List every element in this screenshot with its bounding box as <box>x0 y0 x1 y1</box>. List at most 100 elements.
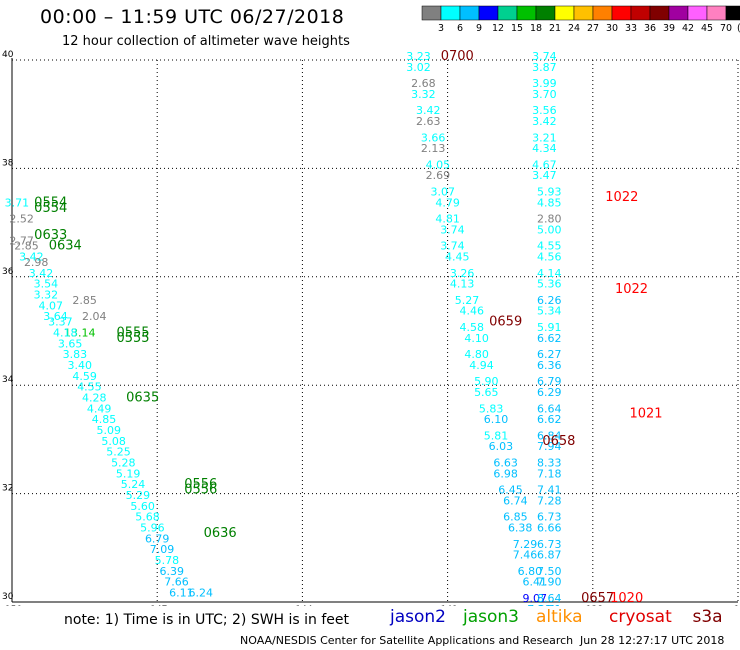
pass-time-label: 0554 <box>34 201 67 216</box>
pass-time-label: 0659 <box>489 315 522 330</box>
pass-time-label: 0555 <box>116 325 149 340</box>
wave-height-value: 5.91 <box>537 321 562 334</box>
wave-height-value: 3.37 <box>48 316 73 329</box>
wave-height-value: 4.45 <box>445 251 470 264</box>
wave-height-value: 6.38 <box>508 522 533 535</box>
wave-height-value: 3.74 <box>532 50 557 63</box>
legend-altika: altika <box>536 607 583 627</box>
wave-height-value: 6.03 <box>489 440 514 453</box>
wave-height-value: 7.90 <box>537 576 562 589</box>
wave-height-value: 5.00 <box>537 223 562 236</box>
wave-height-value: 3.70 <box>532 88 557 101</box>
wave-height-value: 3.02 <box>406 61 431 74</box>
wave-height-value: 2.63 <box>416 115 441 128</box>
wave-height-value: 5.28 <box>111 457 136 470</box>
wave-height-value: 4.79 <box>435 196 460 209</box>
wave-height-value: 4.55 <box>77 381 102 394</box>
color-scale-label: 9 <box>476 23 482 34</box>
wave-height-value: 13.14 <box>64 326 96 339</box>
footer-note: note: 1) Time is in UTC; 2) SWH is in fe… <box>64 612 350 628</box>
wave-height-value: 3.64 <box>43 310 68 323</box>
wave-height-value: 5.36 <box>537 278 562 291</box>
wave-height-value: 7.18 <box>537 467 562 480</box>
x-tick-label: -147 <box>147 605 167 606</box>
wave-height-value: 5.34 <box>537 305 562 318</box>
wave-height-value: 7.28 <box>537 494 562 507</box>
wave-height-map: -150-147-144-141-138-133032343638403.233… <box>2 49 740 606</box>
wave-height-value: 4.81 <box>435 213 460 226</box>
wave-height-value: 7.94 <box>537 440 562 453</box>
wave-height-value: 7.09 <box>150 543 175 556</box>
wave-height-value: 2.80 <box>537 213 562 226</box>
pass-time-label: 0634 <box>49 239 82 254</box>
pass-time-label: 1022 <box>605 190 638 205</box>
wave-height-value: 6.39 <box>159 565 184 578</box>
wave-height-value: 3.26 <box>450 267 475 280</box>
pass-time-label: 1020 <box>610 591 643 606</box>
wave-height-value: 6.73 <box>537 511 562 524</box>
color-scale-label: 45 <box>701 23 713 34</box>
wave-height-value: 6.45 <box>498 484 523 497</box>
wave-height-value: 6.98 <box>493 467 518 480</box>
wave-height-value: 3.66 <box>421 131 446 144</box>
wave-height-value: 8.33 <box>537 457 562 470</box>
wave-height-value: 6.85 <box>503 511 528 524</box>
wave-height-value: 7.50 <box>537 565 562 578</box>
wave-height-value: 6.84 <box>537 429 562 442</box>
pass-time-label: 0657 <box>581 591 614 606</box>
wave-height-value: 6.62 <box>537 332 562 345</box>
wave-height-value: 7.66 <box>164 576 189 589</box>
color-scale-label: 18 <box>530 23 542 34</box>
y-tick-label: 38 <box>2 158 14 168</box>
color-scale-label: 15 <box>511 23 523 34</box>
wave-height-value: 4.18 <box>53 326 78 339</box>
y-tick-label: 30 <box>2 592 14 602</box>
color-swatch <box>725 5 740 21</box>
wave-height-value: 6.26 <box>537 294 562 307</box>
color-scale-label: 21 <box>549 23 561 34</box>
color-scale-label: 36 <box>644 23 656 34</box>
y-tick-label: 40 <box>2 50 14 60</box>
page-subtitle: 12 hour collection of altimeter wave hei… <box>62 34 350 49</box>
wave-height-value: 6.80 <box>518 565 543 578</box>
wave-height-value: 3.99 <box>532 77 557 90</box>
wave-height-value: 3.32 <box>34 288 59 301</box>
wave-height-value: 6.29 <box>537 386 562 399</box>
legend-cryosat: cryosat <box>609 607 672 627</box>
wave-height-value: 2.52 <box>9 213 34 226</box>
wave-height-value: 6.24 <box>189 587 214 600</box>
wave-height-value: 3.56 <box>532 104 557 117</box>
wave-height-value: 4.14 <box>537 267 562 280</box>
x-tick-label: -138 <box>583 605 604 606</box>
wave-height-value: 3.87 <box>532 61 557 74</box>
wave-height-value: 6.36 <box>537 359 562 372</box>
wave-height-value: 4.94 <box>469 359 494 372</box>
wave-height-value: 4.07 <box>38 299 63 312</box>
pass-time-label: 0635 <box>126 390 159 405</box>
pass-time-label: 1022 <box>615 282 648 297</box>
x-tick-label: -13 <box>731 605 740 606</box>
wave-height-value: 5.81 <box>484 429 509 442</box>
color-scale-label: 24 <box>568 23 580 34</box>
y-tick-label: 36 <box>2 267 14 277</box>
wave-height-value: 5.90 <box>474 375 499 388</box>
wave-height-value: 6.41 <box>522 576 547 589</box>
wave-height-value: 4.05 <box>426 158 451 171</box>
pass-time-label: 0556 <box>184 483 217 498</box>
pass-time-label: 0633 <box>34 228 67 243</box>
wave-height-value: 4.49 <box>87 402 112 415</box>
wave-height-value: 4.46 <box>460 305 485 318</box>
wave-height-value: 5.25 <box>106 446 131 459</box>
color-scale-label: 27 <box>587 23 599 34</box>
pass-time-label: 0700 <box>441 49 474 64</box>
wave-height-value: 3.71 <box>5 196 30 209</box>
wave-height-value: 3.40 <box>68 359 93 372</box>
wave-height-value: 6.79 <box>145 532 170 545</box>
wave-height-value: 7.29 <box>513 538 538 551</box>
page-title: 00:00 – 11:59 UTC 06/27/2018 <box>40 6 345 28</box>
wave-height-value: 3.07 <box>431 186 456 199</box>
wave-height-value: 6.62 <box>537 413 562 426</box>
wave-height-value: 6.74 <box>503 494 528 507</box>
color-scale-label: 6 <box>457 23 463 34</box>
